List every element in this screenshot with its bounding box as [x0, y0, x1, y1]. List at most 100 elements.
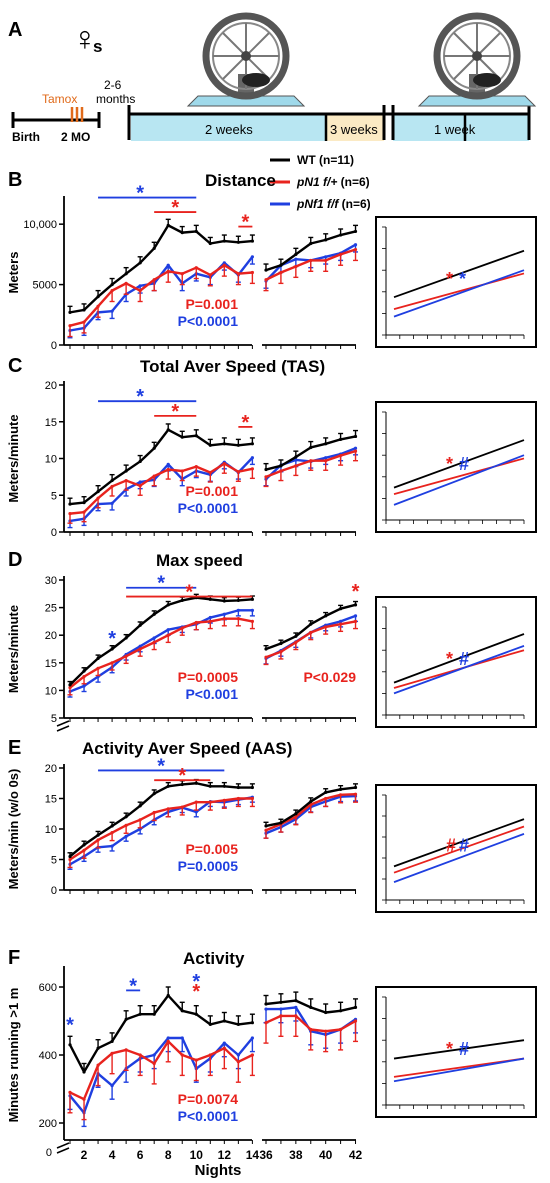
data-point-wt — [222, 599, 226, 603]
data-point-wt — [309, 1005, 313, 1010]
data-point-wt — [68, 502, 72, 506]
months-label-1: 2-6 — [104, 78, 122, 92]
p-value-pn1: P=0.005 — [185, 841, 238, 857]
y-tick-label-E: 15 — [45, 794, 57, 806]
data-point-pn1 — [152, 474, 156, 478]
data-point-pn1 — [264, 475, 268, 479]
data-point-wt — [194, 229, 198, 234]
data-point-wt — [279, 1000, 283, 1004]
data-point-wt — [324, 614, 328, 618]
y-tick-label-D: 5 — [51, 713, 57, 725]
segment-1week-label: 1 week — [434, 122, 476, 137]
data-point-wt — [96, 295, 100, 299]
data-point-wt — [68, 854, 72, 859]
significance-star: * — [66, 1014, 74, 1036]
y-break-mark-F — [56, 1147, 70, 1154]
regression-mark-pn1: * — [446, 454, 453, 474]
legend: WT (n=11)pN1 f/+ (n=6)pNf1 f/f (n=6) — [270, 153, 371, 211]
data-point-wt — [138, 623, 142, 627]
p-value-pnf1: P=0.0005 — [178, 858, 239, 874]
data-point-pn1 — [124, 281, 128, 285]
x-tick-label: 8 — [165, 1148, 172, 1162]
mo2-label: 2 MO — [61, 130, 90, 144]
data-point-wt — [110, 824, 114, 828]
data-point-wt — [166, 603, 170, 607]
data-point-wt — [166, 223, 170, 227]
data-point-wt — [166, 993, 170, 998]
data-point-wt — [222, 442, 226, 446]
data-point-wt — [180, 1009, 184, 1013]
data-point-pn1 — [96, 666, 100, 670]
data-point-pn1 — [236, 796, 240, 801]
running-wheel-icon-1 — [186, 12, 306, 107]
data-point-wt — [236, 785, 240, 790]
y-axis-label-F: Minutes running >1 m — [6, 988, 21, 1123]
regression-mark-pnf1: # — [459, 1039, 469, 1059]
months-label-2: months — [96, 92, 135, 106]
data-point-wt — [279, 464, 283, 468]
data-point-pn1 — [110, 1051, 114, 1055]
data-point-wt — [324, 1010, 328, 1015]
data-point-pn1 — [96, 1063, 100, 1067]
y-axis-label-C: Meters/minute — [6, 414, 21, 502]
x-axis-labels: 2 4 6 8 10 12 14 36 38 40 42 Nights — [81, 1148, 363, 1179]
data-point-pn1 — [309, 459, 313, 463]
series-line-wt-left — [69, 596, 253, 686]
data-point-pn1 — [96, 496, 100, 500]
regression-mark-pnf1: * — [459, 269, 466, 289]
data-point-wt — [236, 240, 240, 244]
y-tick-label-E: 20 — [45, 763, 57, 775]
significance-star: * — [157, 755, 165, 777]
data-point-pn1 — [68, 324, 72, 328]
data-point-wt — [294, 634, 298, 638]
data-point-pn1 — [264, 828, 268, 832]
data-point-pn1 — [68, 1090, 72, 1094]
data-point-pnf1 — [250, 456, 254, 460]
series-line-pnf1-left — [69, 1036, 254, 1114]
data-point-pn1 — [324, 796, 328, 801]
data-point-wt — [309, 799, 313, 804]
significance-star: * — [185, 582, 193, 604]
series-line-pn1-left — [69, 797, 253, 861]
data-point-pn1 — [294, 464, 298, 468]
data-point-pn1 — [264, 278, 268, 282]
regression-mark-pnf1: # — [459, 454, 469, 474]
regression-line-pnf1 — [393, 1057, 525, 1083]
female-suffix: s — [93, 37, 102, 56]
legend-label-pn1: pN1 f/+ (n=6) — [296, 175, 370, 189]
data-point-pn1 — [138, 484, 142, 488]
segment-1week-bg — [393, 114, 529, 141]
data-point-pn1 — [208, 273, 212, 277]
segment-2weeks-bg — [131, 114, 326, 141]
data-point-pn1 — [294, 815, 298, 819]
data-point-pn1 — [353, 449, 358, 453]
y-tick-label-C: 20 — [45, 380, 57, 392]
legend-count-wt: (n=11) — [316, 153, 354, 167]
data-point-pn1 — [166, 807, 170, 811]
series-line-wt-left — [69, 224, 253, 314]
x-tick-label: 36 — [259, 1148, 273, 1162]
data-point-wt — [222, 784, 226, 788]
data-point-pnf1 — [250, 1036, 254, 1040]
y-tick-label-B: 5000 — [33, 280, 57, 292]
y-tick-label-F: 400 — [39, 1050, 57, 1062]
data-point-pn1 — [208, 619, 212, 624]
data-point-wt — [138, 804, 142, 808]
panel-label-D: D — [8, 549, 22, 571]
data-point-pn1 — [110, 484, 114, 489]
p-value-pnf1: P<0.0001 — [178, 500, 239, 516]
significance-star: * — [352, 581, 360, 603]
data-point-wt — [180, 435, 184, 439]
data-point-wt — [294, 999, 298, 1003]
series-line-pn1-left — [69, 1040, 253, 1101]
regression-line-wt — [393, 439, 525, 489]
data-point-wt — [138, 459, 142, 464]
data-point-wt — [250, 1021, 254, 1025]
data-point-pnf1 — [294, 257, 298, 261]
data-point-wt — [138, 261, 142, 265]
segment-3weeks-label: 3 weeks — [330, 122, 378, 137]
birth-label: Birth — [12, 130, 40, 144]
data-point-pnf1 — [236, 608, 240, 612]
data-point-wt — [194, 434, 198, 438]
data-point-pnf1 — [222, 612, 226, 616]
